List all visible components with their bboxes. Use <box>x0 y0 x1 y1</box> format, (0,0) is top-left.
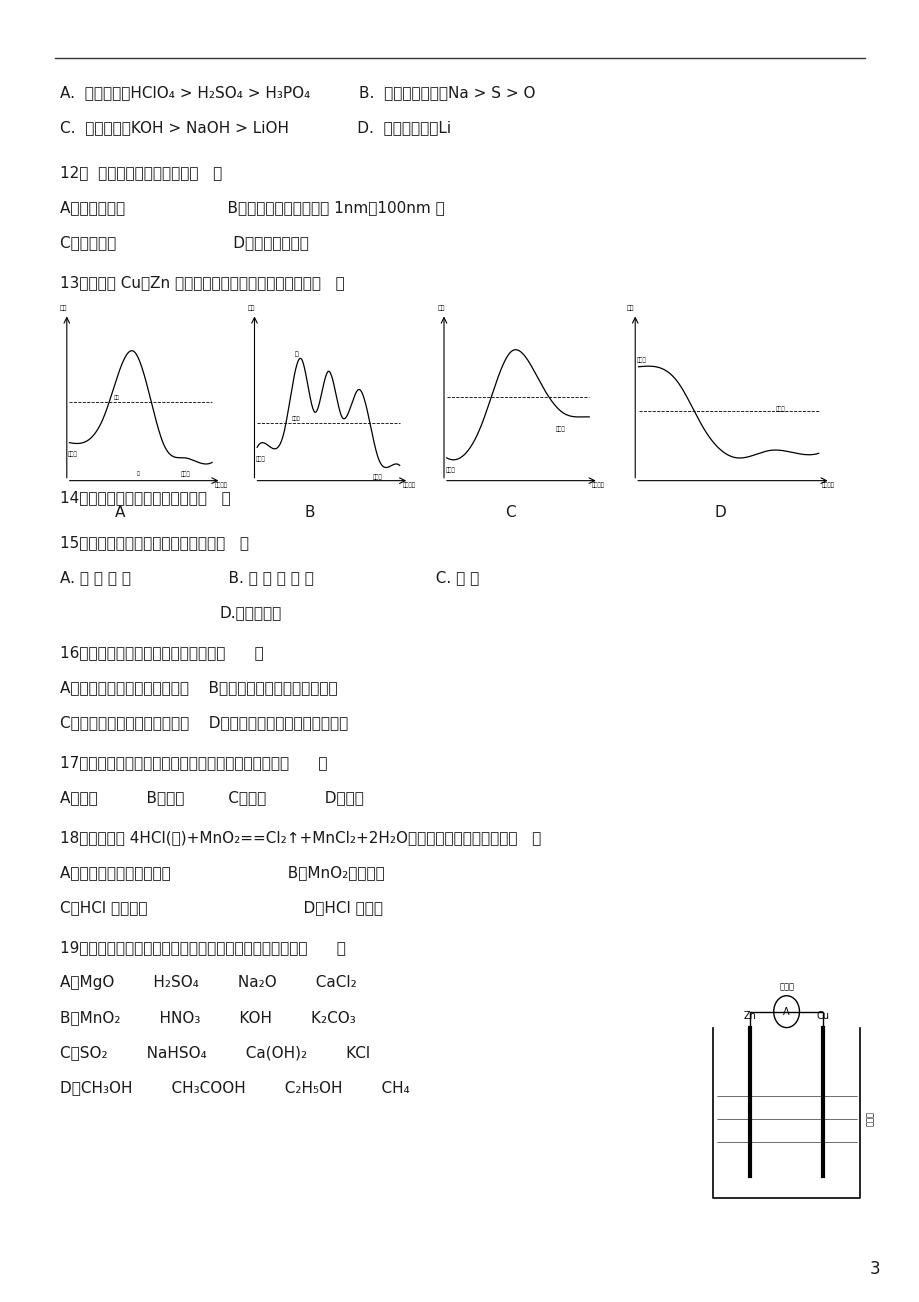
Text: Cu: Cu <box>816 1010 829 1021</box>
Text: C、苯在一定条件下生成硝基苯    D、乙烯与溴的四氯化碳溶液反应: C、苯在一定条件下生成硝基苯 D、乙烯与溴的四氯化碳溶液反应 <box>60 715 348 730</box>
Text: D、CH₃OH        CH₃COOH        C₂H₅OH        CH₄: D、CH₃OH CH₃COOH C₂H₅OH CH₄ <box>60 1079 409 1095</box>
Text: A.  酸性强弱：HClO₄ > H₂SO₄ > H₃PO₄          B.  原子半径大小：Na > S > O: A. 酸性强弱：HClO₄ > H₂SO₄ > H₃PO₄ B. 原子半径大小：… <box>60 85 535 100</box>
Text: 反应物: 反应物 <box>68 452 78 457</box>
Text: 反应过程: 反应过程 <box>822 482 834 488</box>
Text: D: D <box>713 505 725 519</box>
Text: 电流计: 电流计 <box>778 982 793 991</box>
Text: A: A <box>115 505 125 519</box>
Text: B: B <box>304 505 315 519</box>
Text: 反应物: 反应物 <box>445 467 455 473</box>
Text: A: A <box>782 1006 789 1017</box>
Text: C: C <box>505 505 515 519</box>
Text: 反应过程: 反应过程 <box>591 482 605 488</box>
Text: 生成物: 生成物 <box>372 474 382 480</box>
Text: A、乙醇在一定条件下生成乙醚    B、乙醛在一定条件下生成乙酸: A、乙醇在一定条件下生成乙醚 B、乙醛在一定条件下生成乙酸 <box>60 680 337 695</box>
Text: 15、决定化学反应速率的主要因素是（   ）: 15、决定化学反应速率的主要因素是（ ） <box>60 535 249 549</box>
Text: 14、下列图像表示吸热反应的是（   ）: 14、下列图像表示吸热反应的是（ ） <box>60 490 231 505</box>
Text: 能量: 能量 <box>60 305 67 311</box>
Text: A、锌粉          B、铜粉         C、铁粉            D、铝粉: A、锌粉 B、铜粉 C、铁粉 D、铝粉 <box>60 790 364 805</box>
Text: 生成物: 生成物 <box>555 426 565 431</box>
Text: 生成物: 生成物 <box>181 471 190 477</box>
Text: 稀硫酸: 稀硫酸 <box>865 1111 874 1126</box>
Text: 能量: 能量 <box>247 305 255 311</box>
Text: 3: 3 <box>868 1260 879 1279</box>
Text: 19、下列物质按氧化物、酸、碱、盐的顺序排列正确的是（      ）: 19、下列物质按氧化物、酸、碱、盐的顺序排列正确的是（ ） <box>60 940 346 954</box>
Text: 13、右图为 Cu－Zn 原电池示意图，下列叙述正确的是（   ）: 13、右图为 Cu－Zn 原电池示意图，下列叙述正确的是（ ） <box>60 275 345 290</box>
Text: 12、  胶体的最本质的特征是（   ）: 12、 胶体的最本质的特征是（ ） <box>60 165 222 180</box>
Text: A、MgO        H₂SO₄        Na₂O        CaCl₂: A、MgO H₂SO₄ Na₂O CaCl₂ <box>60 975 357 990</box>
Text: 铜: 铜 <box>294 352 299 357</box>
Text: 反应物: 反应物 <box>636 358 646 363</box>
Text: 发生了: 发生了 <box>292 415 301 421</box>
Text: 能量: 能量 <box>626 305 633 311</box>
Text: C.  碱性强弱：KOH > NaOH > LiOH              D.  金属性强弱：Li: C. 碱性强弱：KOH > NaOH > LiOH D. 金属性强弱：Li <box>60 120 450 135</box>
Text: A. 反 应 温 度                    B. 使 用 催 化 剂                         C. 压 强: A. 反 应 温 度 B. 使 用 催 化 剂 C. 压 强 <box>60 570 479 585</box>
Text: C、布朗运动                        D、可以通过滤纸: C、布朗运动 D、可以通过滤纸 <box>60 234 309 250</box>
Text: B、MnO₂        HNO₃        KOH        K₂CO₃: B、MnO₂ HNO₃ KOH K₂CO₃ <box>60 1010 356 1025</box>
Text: 16、下列反应中，属于取代反应的是（      ）: 16、下列反应中，属于取代反应的是（ ） <box>60 644 264 660</box>
Text: 反应过程: 反应过程 <box>402 482 415 488</box>
Text: 从: 从 <box>137 470 140 475</box>
Text: A、丁达尔效应                     B、分散质颗粒的直径在 1nm～100nm 之: A、丁达尔效应 B、分散质颗粒的直径在 1nm～100nm 之 <box>60 201 444 215</box>
Text: 反应过程: 反应过程 <box>214 482 228 488</box>
Text: Zn: Zn <box>743 1010 755 1021</box>
Text: A、该反应是氧化还原反应                        B、MnO₂是氧化剂: A、该反应是氧化还原反应 B、MnO₂是氧化剂 <box>60 865 384 880</box>
Text: C、HCl 是还原剂                                D、HCl 被还原: C、HCl 是还原剂 D、HCl 被还原 <box>60 900 382 915</box>
Text: D.反应物性质: D.反应物性质 <box>220 605 282 620</box>
Text: 能量: 能量 <box>437 305 444 311</box>
Text: 反应物: 反应物 <box>255 456 266 462</box>
Text: 通常: 通常 <box>114 395 119 400</box>
Text: 18、对于反应 4HCl(浓)+MnO₂==Cl₂↑+MnCl₂+2H₂O，下列说法中不正确的是（   ）: 18、对于反应 4HCl(浓)+MnO₂==Cl₂↑+MnCl₂+2H₂O，下列… <box>60 829 540 845</box>
Text: 17、实验室为妥善保存硫酸亚铁溶液，常加入少量的（      ）: 17、实验室为妥善保存硫酸亚铁溶液，常加入少量的（ ） <box>60 755 327 769</box>
Text: 生成物: 生成物 <box>776 406 785 411</box>
Text: C、SO₂        NaHSO₄        Ca(OH)₂        KCl: C、SO₂ NaHSO₄ Ca(OH)₂ KCl <box>60 1046 369 1060</box>
